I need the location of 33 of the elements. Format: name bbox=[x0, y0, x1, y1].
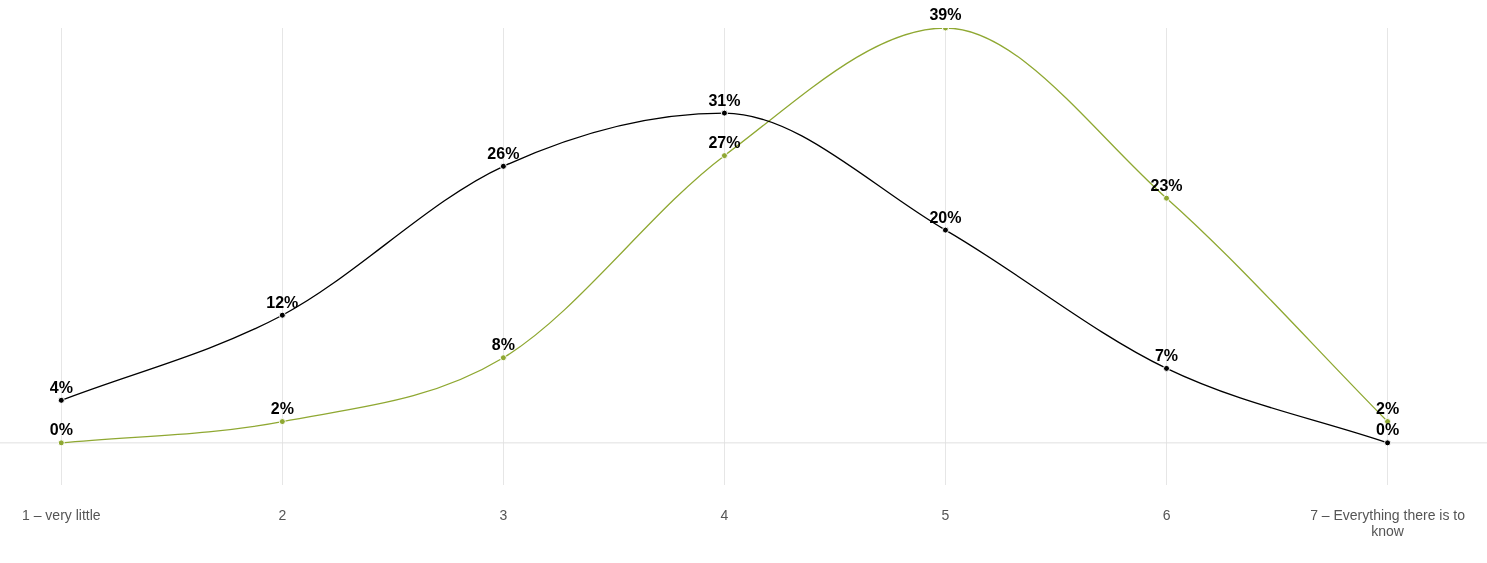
data-label: 23% bbox=[1150, 176, 1183, 194]
point bbox=[499, 162, 507, 170]
point bbox=[720, 109, 728, 117]
point bbox=[720, 152, 728, 160]
data-label: 39% bbox=[929, 6, 962, 24]
x-tick-label: 5 bbox=[941, 506, 950, 523]
point bbox=[278, 311, 286, 319]
data-label: 26% bbox=[487, 144, 520, 162]
point bbox=[1384, 439, 1392, 447]
point bbox=[278, 418, 286, 426]
data-label: 2% bbox=[1376, 399, 1400, 417]
x-tick-label: 4 bbox=[720, 506, 729, 523]
x-tick-label: 7 – Everything there is to know bbox=[1310, 506, 1466, 540]
data-label: 12% bbox=[266, 293, 299, 311]
point bbox=[57, 439, 65, 447]
point bbox=[1163, 194, 1171, 202]
point bbox=[941, 226, 949, 234]
data-label: 2% bbox=[270, 399, 294, 417]
data-label: 20% bbox=[929, 208, 962, 226]
x-tick-label: 6 bbox=[1162, 506, 1171, 523]
data-label: 0% bbox=[1376, 421, 1400, 439]
point bbox=[1163, 364, 1171, 372]
data-label: 31% bbox=[708, 91, 741, 109]
x-tick-label: 3 bbox=[499, 506, 508, 523]
point bbox=[499, 354, 507, 362]
x-tick-label: 2 bbox=[278, 506, 287, 523]
data-label: 4% bbox=[49, 378, 73, 396]
data-label: 0% bbox=[49, 421, 73, 439]
point bbox=[57, 396, 65, 404]
x-tick-label: 1 – very little bbox=[22, 506, 101, 523]
data-label: 8% bbox=[491, 336, 515, 354]
data-label: 27% bbox=[708, 134, 741, 152]
data-label: 7% bbox=[1154, 346, 1179, 364]
